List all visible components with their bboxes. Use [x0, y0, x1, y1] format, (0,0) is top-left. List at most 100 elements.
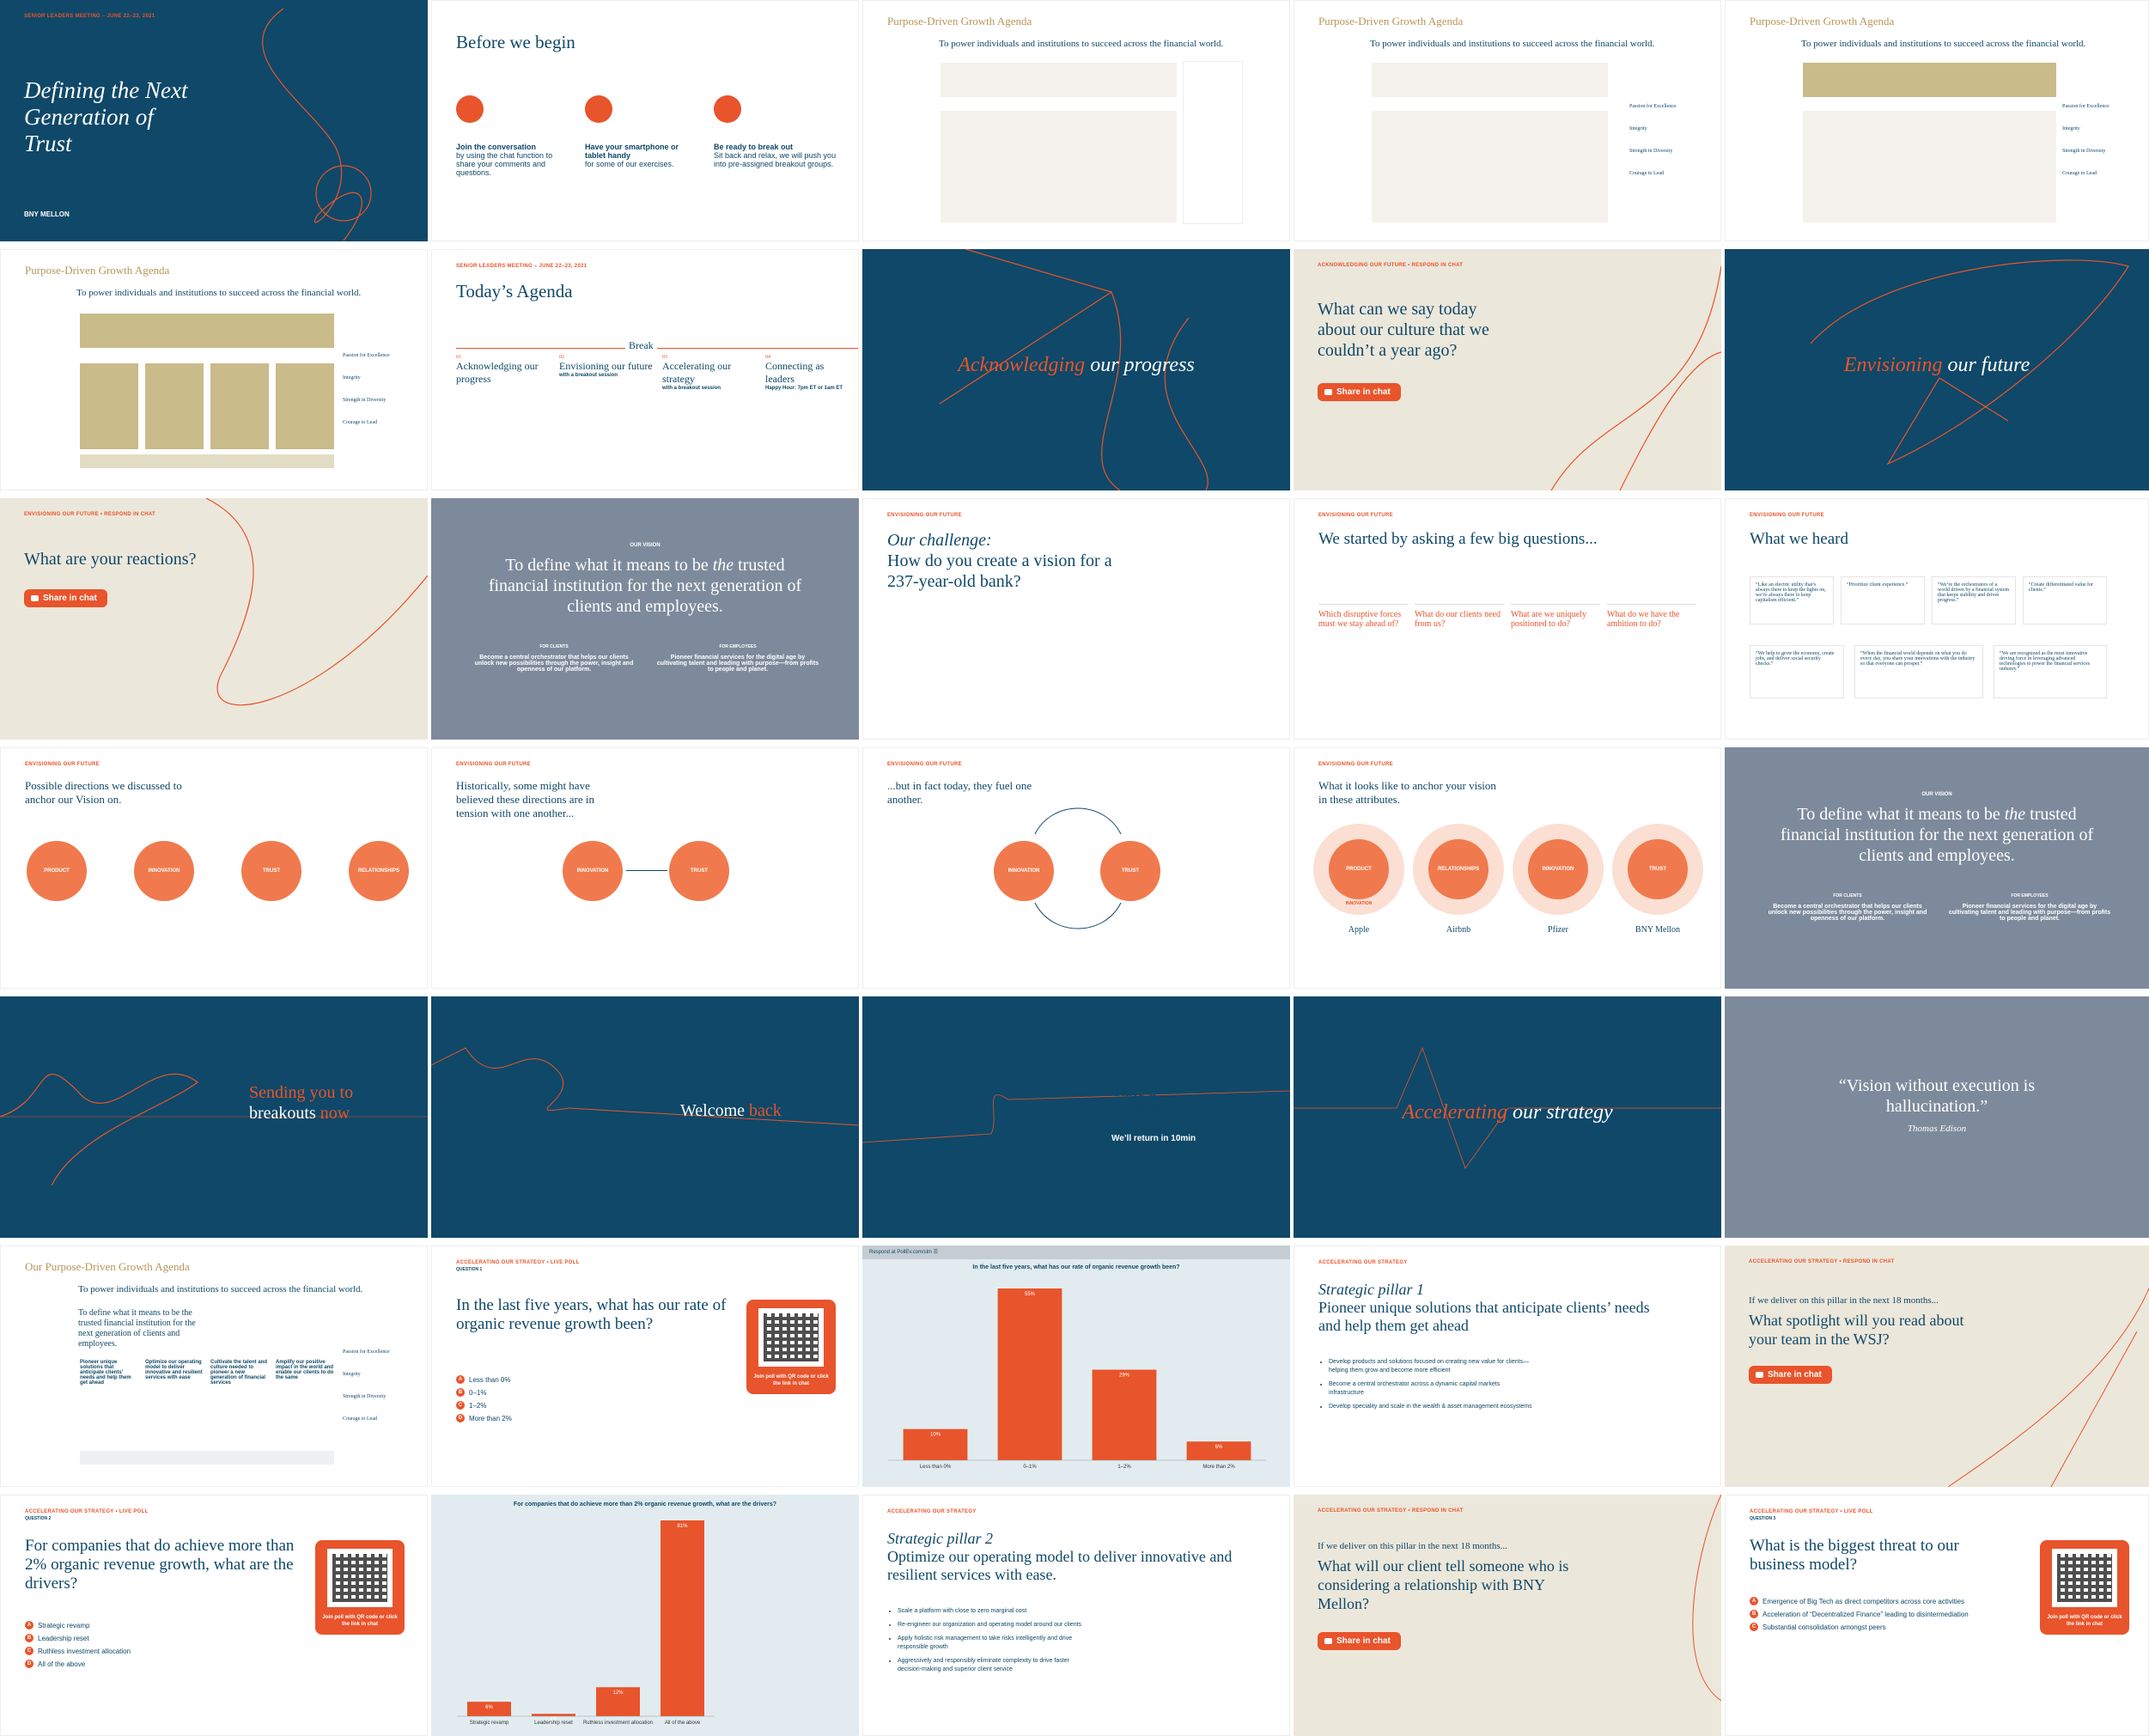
- slide-2-before-we-begin[interactable]: Before we begin Join the conversation by …: [431, 0, 859, 241]
- slide-17-tension[interactable]: ENVISIONING OUR FUTURE Historically, som…: [431, 747, 859, 989]
- direction-circle: PRODUCT: [27, 841, 87, 901]
- slide-8-section[interactable]: Acknowledging our progress: [862, 249, 1290, 490]
- slide-tag: ACKNOWLEDGING OUR FUTURE • RESPOND IN CH…: [1318, 263, 1464, 268]
- slide-22-welcome-back[interactable]: Welcome back: [431, 996, 859, 1238]
- decorative-line: [1550, 265, 1721, 490]
- decorative-line: [262, 8, 372, 241]
- slide-25-quote[interactable]: “Vision without execution is hallucinati…: [1725, 996, 2149, 1238]
- slide-9-discussion[interactable]: ACKNOWLEDGING OUR FUTURE • RESPOND IN CH…: [1294, 249, 1721, 490]
- slide-28-poll-results-1[interactable]: Respond at PollEv.com/slm ☰ In the last …: [862, 1246, 1290, 1487]
- agenda-item: 03 Accelerating our strategy with a breako…: [662, 355, 732, 391]
- slide-tag: ACCELERATING OUR STRATEGY • LIVE POLL: [456, 1260, 580, 1265]
- slide-35-poll-q3[interactable]: ACCELERATING OUR STRATEGY • LIVE POLL QU…: [1725, 1495, 2149, 1736]
- wheel-core: INNOVATION: [1528, 839, 1588, 899]
- slide-29-pillar-1[interactable]: ACCELERATING OUR STRATEGY Strategic pill…: [1294, 1246, 1721, 1487]
- slide-question: What will our client tell someone who is…: [1318, 1557, 1569, 1612]
- slide-10-section[interactable]: Envisioning our future: [1725, 249, 2149, 490]
- agenda-item: 01 Acknowledging our progress: [456, 355, 539, 385]
- slide-21-breakouts[interactable]: Sending you to breakouts now: [0, 996, 428, 1238]
- decorative-line: [862, 1090, 1290, 1143]
- slide-19-attributes[interactable]: ENVISIONING OUR FUTURE What it looks lik…: [1294, 747, 1721, 989]
- wheel-core: RELATIONSHIPS: [1428, 839, 1488, 899]
- slide-7-agenda[interactable]: SENIOR LEADERS MEETING – JUNE 22–23, 202…: [431, 249, 859, 490]
- slide-27-poll-q1[interactable]: ACCELERATING OUR STRATEGY • LIVE POLL QU…: [431, 1246, 859, 1487]
- slide-tag: ACCELERATING OUR STRATEGY • RESPOND IN C…: [1749, 1259, 1895, 1264]
- poll-option: C 1–2%: [456, 1401, 512, 1410]
- chart-title: In the last five years, what has our rat…: [972, 1264, 1180, 1270]
- purpose-text: To power individuals and institutions to…: [76, 288, 362, 298]
- slide-31-poll-q2[interactable]: ACCELERATING OUR STRATEGY • LIVE POLL QU…: [0, 1495, 428, 1736]
- category-label: Ruthless investment allocation: [583, 1721, 653, 1726]
- data-label: 6%: [485, 1705, 493, 1710]
- slide-tag: ACCELERATING OUR STRATEGY: [1318, 1260, 1408, 1265]
- slide-5-growth-agenda[interactable]: Purpose-Driven Growth Agenda To power in…: [1725, 0, 2149, 241]
- slide-1-title[interactable]: SENIOR LEADERS MEETING – JUNE 22–23, 202…: [0, 0, 428, 241]
- slide-32-poll-results-2[interactable]: For companies that do achieve more than …: [431, 1495, 859, 1736]
- slide-4-growth-agenda[interactable]: Purpose-Driven Growth Agenda To power in…: [1294, 0, 1721, 241]
- data-label: 12%: [612, 1690, 624, 1696]
- slide-12-vision[interactable]: OUR VISION To define what it means to be…: [431, 498, 859, 740]
- slide-33-pillar-2[interactable]: ACCELERATING OUR STRATEGY Strategic pill…: [862, 1495, 1290, 1736]
- pillar-box: [276, 363, 334, 449]
- before-item: Be ready to break out Sit back and relax,…: [714, 143, 837, 168]
- share-in-chat-button[interactable]: Share in chat: [24, 589, 107, 607]
- share-in-chat-button[interactable]: Share in chat: [1749, 1366, 1832, 1384]
- pillar-text: Amplify our positive impact in the world…: [276, 1360, 334, 1380]
- wheel-core: PRODUCT: [1329, 839, 1389, 899]
- slide-26-growth-agenda-full[interactable]: Our Purpose-Driven Growth Agenda To powe…: [0, 1246, 428, 1487]
- category-label: Less than 0%: [920, 1465, 952, 1470]
- agenda-item: 02 Envisioning our future with a breakout …: [559, 355, 653, 378]
- vision-clients: FOR CLIENTS Become a central orchestrator…: [1768, 893, 1927, 922]
- poll-option: B Acceleration of “Decentralized Finance”…: [1750, 1610, 1969, 1618]
- share-in-chat-button[interactable]: Share in chat: [1318, 383, 1401, 401]
- slide-34-discussion[interactable]: ACCELERATING OUR STRATEGY • RESPOND IN C…: [1294, 1495, 1721, 1736]
- slide-13-challenge[interactable]: ENVISIONING OUR FUTURE Our challenge: How…: [862, 498, 1290, 740]
- poll-option: D More than 2%: [456, 1414, 512, 1422]
- slide-title: Defining the Next Generation of Trust: [24, 77, 188, 156]
- break-label: Break: [625, 339, 657, 352]
- category-label: 0–1%: [1023, 1465, 1037, 1470]
- bny-mellon-logo: BNY MELLON: [24, 210, 70, 218]
- qr-code-card[interactable]: Join poll with QR code or click the link…: [315, 1540, 405, 1635]
- share-in-chat-button[interactable]: Share in chat: [1318, 1632, 1401, 1650]
- slide-15-what-we-heard[interactable]: ENVISIONING OUR FUTURE What we heard “Li…: [1725, 498, 2149, 740]
- quote-card: “We help to grow the economy, create job…: [1750, 645, 1844, 698]
- slide-20-vision[interactable]: OUR VISION To define what it means to be…: [1725, 747, 2149, 989]
- poll-option: C Ruthless investment allocation: [25, 1647, 131, 1655]
- slide-tag: ENVISIONING OUR FUTURE: [1318, 513, 1393, 518]
- slide-3-growth-agenda[interactable]: Purpose-Driven Growth Agenda To power in…: [862, 0, 1290, 241]
- qr-code-card[interactable]: Join poll with QR code or click the link…: [746, 1300, 836, 1394]
- slide-11-reactions[interactable]: ENVISIONING OUR FUTURE • RESPOND IN CHAT…: [0, 498, 428, 740]
- direction-circle: TRUST: [1100, 841, 1160, 901]
- poll-question: What is the biggest threat to our busine…: [1750, 1537, 1959, 1574]
- ambitions-box: [80, 454, 334, 468]
- poll-options: A Strategic revamp B Leadership reset C Rut…: [25, 1621, 131, 1672]
- pillars-box: [941, 111, 1177, 222]
- section-title: Take a quick break: [1111, 1081, 1192, 1121]
- slide-title: Strategic pillar 1 Pioneer unique solutio…: [1318, 1281, 1650, 1334]
- slide-tag: ACCELERATING OUR STRATEGY • RESPOND IN C…: [1318, 1508, 1464, 1514]
- quote-text: “Vision without execution is hallucinati…: [1838, 1076, 2036, 1116]
- chart-bar: [997, 1288, 1062, 1460]
- pillar-text: Cultivate the talent and culture needed …: [210, 1360, 268, 1386]
- poll-option: B 0–1%: [456, 1388, 512, 1397]
- slide-23-break[interactable]: Take a quick break We’ll return in 10min: [862, 996, 1290, 1238]
- decorative-line: [1810, 259, 2129, 466]
- qr-code-icon: [327, 1549, 393, 1607]
- slide-question: What can we say today about our culture …: [1318, 300, 1489, 360]
- quote-card: “Prioritize client experience.”: [1841, 576, 1925, 624]
- slide-14-questions[interactable]: ENVISIONING OUR FUTURE We started by ask…: [1294, 498, 1721, 740]
- slide-title: Purpose-Driven Growth Agenda: [25, 264, 170, 277]
- slide-16-directions[interactable]: ENVISIONING OUR FUTURE Possible directio…: [0, 747, 428, 989]
- slide-24-section[interactable]: Accelerating our strategy: [1294, 996, 1721, 1238]
- slide-pre: If we deliver on this pillar in the next…: [1318, 1541, 1507, 1551]
- slide-6-growth-agenda[interactable]: Purpose-Driven Growth Agenda To power in…: [0, 249, 428, 490]
- slide-18-fuel[interactable]: ENVISIONING OUR FUTURE ...but in fact to…: [862, 747, 1290, 989]
- slide-30-discussion[interactable]: ACCELERATING OUR STRATEGY • RESPOND IN C…: [1725, 1246, 2149, 1487]
- pillars-box: [1803, 111, 2056, 222]
- qr-code-card[interactable]: Join poll with QR code or click the link…: [2040, 1540, 2129, 1635]
- before-item: Have your smartphone or tablet handy for …: [585, 143, 679, 168]
- qr-code-icon: [2052, 1549, 2117, 1607]
- poll-option: A Strategic revamp: [25, 1621, 131, 1629]
- quote-card: “Like an electric utility that’s always …: [1750, 576, 1834, 624]
